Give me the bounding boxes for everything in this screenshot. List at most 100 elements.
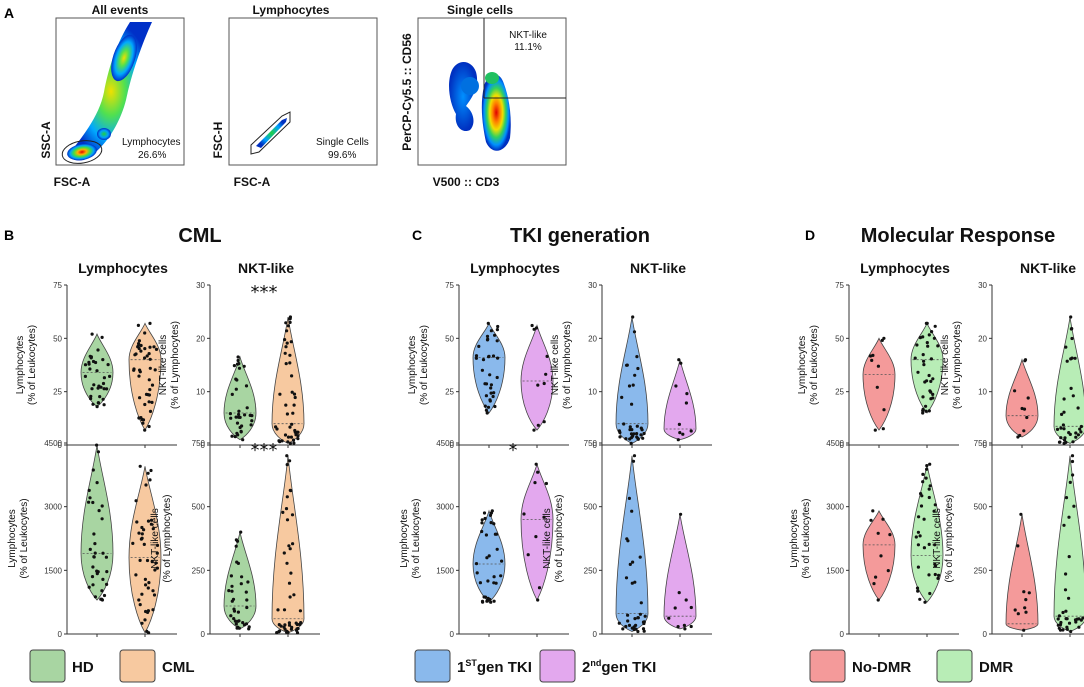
flow-xlabel: V500 :: CD3 [433,175,500,189]
data-point [89,397,93,401]
data-point [1067,515,1071,519]
flow-plot-title: Single cells [447,3,513,17]
y-axis-label-units: (% of Lymphocytes) [944,495,955,583]
y-axis-label: Lymphocytes [399,509,410,568]
data-point [88,367,92,371]
data-point [248,413,252,417]
data-point [100,335,104,339]
flow-plot-frame [228,17,378,166]
data-point [928,484,932,488]
data-point [244,384,249,388]
data-point [500,559,504,563]
data-point [630,402,634,406]
data-point [499,574,503,578]
violin-2ndgen-tki [663,359,697,441]
data-point [493,333,497,337]
data-point [916,543,921,547]
data-point [632,625,636,629]
legend-swatch [539,649,576,683]
data-point [1072,504,1076,508]
data-point [1070,356,1074,360]
data-point [1019,512,1023,516]
data-point [1063,436,1067,440]
data-point [100,504,104,508]
data-point [152,593,157,597]
data-point [925,341,929,345]
data-point [1013,389,1017,393]
data-point [1061,628,1065,632]
data-point [155,566,159,570]
data-point [1058,440,1062,444]
legend-swatch [29,649,66,683]
data-point [638,555,642,559]
data-point [149,518,154,522]
data-point [290,625,294,630]
y-tick-label: 75 [53,281,62,290]
data-point [485,556,489,560]
data-point [232,364,236,368]
data-point [88,547,92,552]
y-tick-label: 25 [835,388,844,397]
violin-2ndgen-tki [520,324,554,431]
flow-ylabel: FSC-H [211,122,225,159]
violin-panel-d: D Molecular Response Lymphocytes 0 25 50 75 Lym… [789,225,1084,683]
subplot-c3: 0 1500 3000 4500 Lymphocytes (% of Leukocytes… [399,439,569,639]
data-point [492,599,496,603]
data-point [888,533,892,537]
data-point [495,547,499,551]
data-point [95,443,99,447]
y-tick-label: 0 [58,630,63,639]
data-point [627,384,632,388]
data-point [628,562,632,567]
data-point [147,352,151,356]
subplot-header: NKT-like [238,260,294,276]
violin-cml [128,322,162,431]
data-point [144,483,148,487]
panel-letter-a: A [4,5,14,21]
data-point [631,315,635,319]
data-point [484,394,488,398]
data-point [491,354,496,358]
data-point [1073,356,1077,360]
y-tick-label: 500 [192,503,206,512]
data-point [871,509,875,513]
data-point [913,356,917,360]
data-point [638,612,643,616]
data-point [101,397,105,401]
data-point [1064,572,1068,576]
data-point [484,533,488,537]
y-tick-label: 750 [584,439,598,448]
data-point [1077,625,1081,629]
y-tick-label: 30 [978,281,987,290]
flow-plot-lymphocytes: Lymphocytes Single Cells 99.6% FSC-H FSC… [211,3,378,189]
data-point [282,551,286,555]
flow-ylabel: SSC-A [39,121,53,159]
data-point [674,384,678,388]
y-tick-label: 50 [53,334,62,343]
data-point [928,591,932,596]
violin-dmr [1053,316,1084,444]
data-point [932,509,936,513]
y-axis-label: Lymphocytes [407,336,418,395]
data-point [238,415,242,419]
y-axis-label: Lymphocytes [7,509,18,568]
data-point [91,468,95,472]
data-point [148,478,152,482]
data-point [1069,629,1073,634]
data-point [227,589,231,593]
data-point [916,589,920,593]
data-point [488,513,493,518]
legend-swatch [414,649,451,683]
data-point [1023,359,1027,363]
data-point [245,605,249,610]
data-point [138,396,142,400]
data-point [916,530,921,534]
data-point [871,353,875,357]
data-point [1057,614,1061,618]
data-point [632,627,636,632]
data-point [921,411,925,415]
data-point [234,387,238,391]
violin-panel-c: C TKI generation Lymphocytes 0 25 50 75 Lymphoc… [399,225,712,683]
data-point [83,363,88,367]
data-point [243,413,247,417]
